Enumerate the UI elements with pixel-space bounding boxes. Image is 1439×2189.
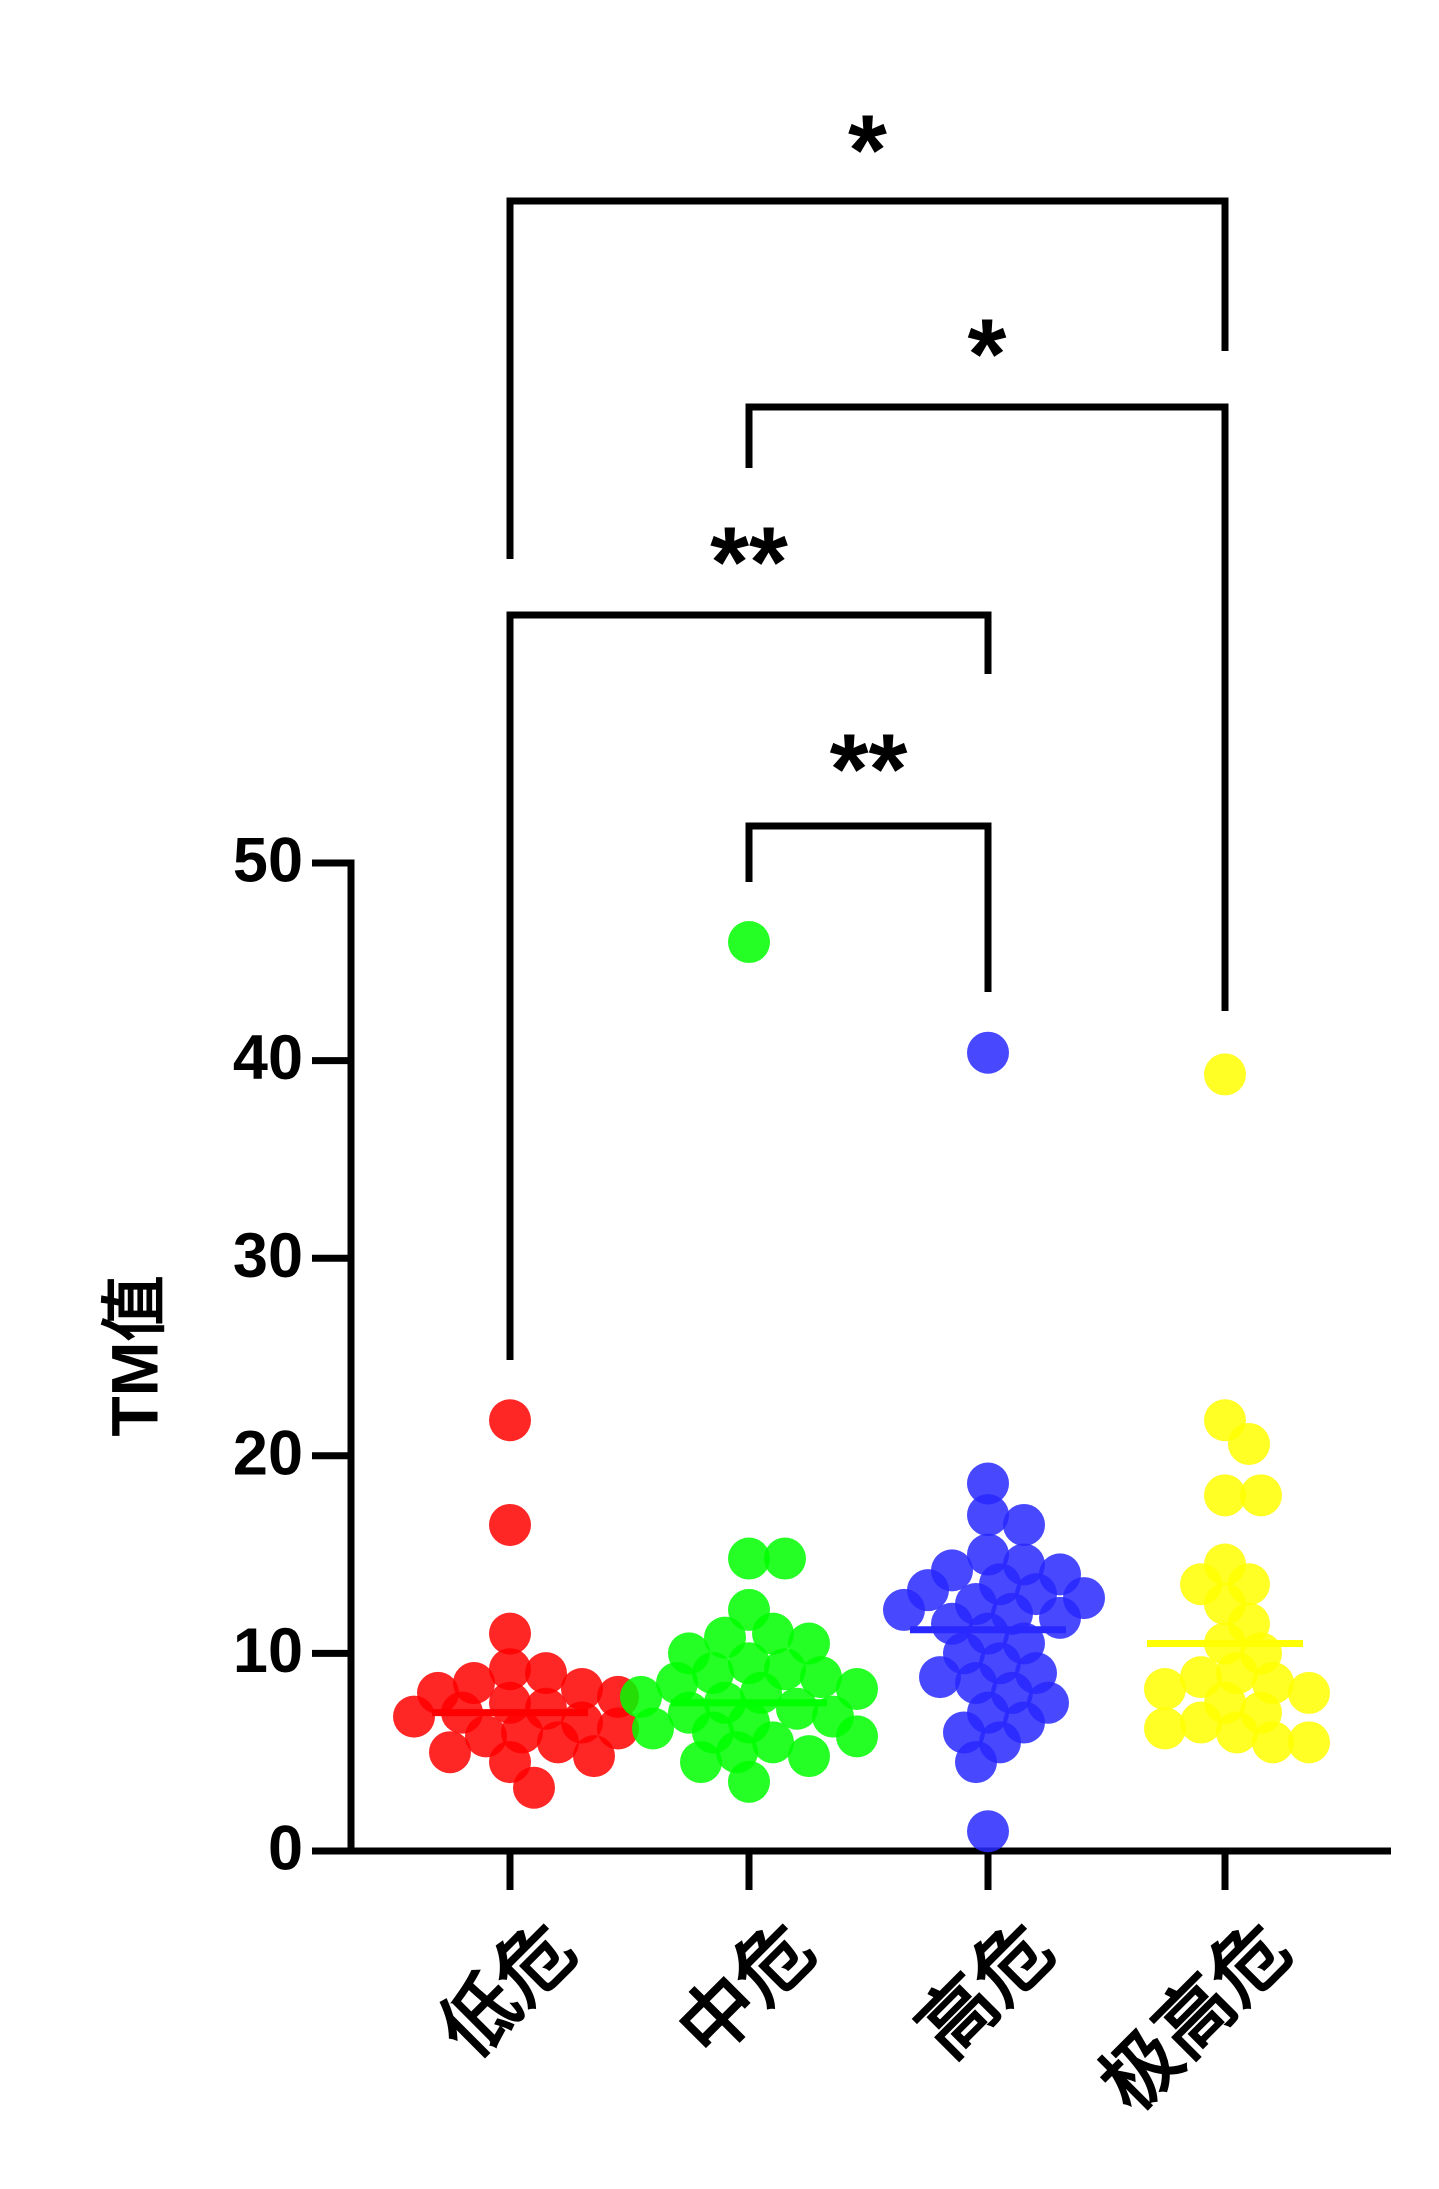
y-tick-label: 30 [233,1221,303,1291]
data-point [537,1721,579,1764]
data-point [1204,1474,1246,1517]
y-tick-label: 20 [233,1418,303,1488]
significance-bracket [745,403,1229,1011]
data-point [489,1399,531,1442]
data-point [489,1503,531,1546]
x-tick-label: 高危 [902,1906,1070,2074]
y-axis-title: TM值 [97,1275,171,1436]
data-point [955,1741,997,1784]
data-point [393,1695,435,1738]
data-point [764,1537,806,1580]
significance-bracket [506,611,992,1360]
data-point [525,1652,567,1695]
data-point [836,1715,878,1758]
data-point [561,1667,603,1710]
data-point [728,921,770,964]
data-point [728,1537,770,1580]
data-point [1252,1721,1294,1764]
data-point [489,1648,531,1691]
data-point [1216,1711,1258,1754]
x-tick-label: 极高危 [1085,1906,1306,2127]
data-point [967,1810,1009,1853]
data-point [489,1612,531,1655]
y-tick-label: 40 [233,1023,303,1093]
data-point [883,1588,925,1631]
data-point [728,1760,770,1803]
data-point [1228,1422,1270,1465]
significance-label: * [968,298,1007,410]
x-tick-label: 中危 [663,1906,831,2074]
data-point [1240,1474,1282,1517]
data-point [1144,1707,1186,1750]
y-tick-label: 0 [268,1814,303,1884]
data-point [776,1687,818,1730]
data-point [919,1656,961,1699]
data-point [1204,1053,1246,1096]
data-point [1288,1671,1330,1714]
data-point [513,1766,555,1809]
significance-label: ** [710,506,788,618]
data-point [620,1675,662,1718]
data-point [752,1612,794,1655]
significance-bracket [745,822,992,992]
significance-label: * [848,94,887,206]
data-point [429,1731,471,1774]
x-tick-label: 低危 [424,1906,592,2074]
data-point [1144,1667,1186,1710]
data-point [967,1031,1009,1074]
data-point [597,1707,639,1750]
data-point [967,1494,1009,1537]
data-point [1180,1701,1222,1744]
data-point [967,1462,1009,1505]
data-point [680,1741,722,1784]
y-tick-label: 50 [233,826,303,896]
data-point [836,1667,878,1710]
significance-label: ** [830,713,908,825]
data-point [632,1707,674,1750]
significance-bracket [506,197,1229,559]
data-point [1003,1503,1045,1546]
data-point [573,1735,615,1778]
data-point [800,1656,842,1699]
data-point [788,1735,830,1778]
y-tick-label: 10 [233,1616,303,1686]
data-point [1288,1721,1330,1764]
data-point [752,1721,794,1764]
